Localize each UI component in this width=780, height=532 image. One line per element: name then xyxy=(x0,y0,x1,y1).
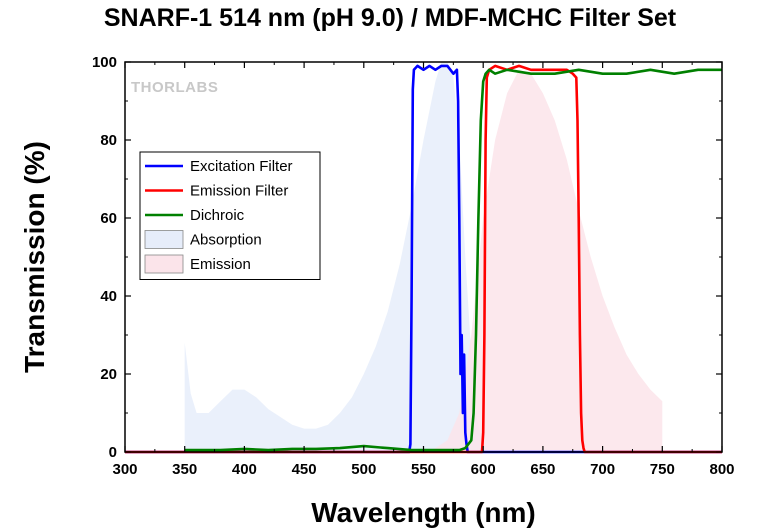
y-tick-label: 0 xyxy=(109,444,117,461)
y-tick-label: 80 xyxy=(100,132,117,149)
excitation-filter-line xyxy=(125,64,722,454)
legend: Excitation Filter Emission Filter Dichroic… xyxy=(139,151,321,280)
emission-filter-line xyxy=(125,64,722,454)
legend-label-dichroic: Dichroic xyxy=(190,207,245,224)
x-tick-label: 650 xyxy=(530,461,555,478)
legend-label-excitation-filter: Excitation Filter xyxy=(190,158,293,175)
y-axis-title: Transmission (%) xyxy=(19,141,50,373)
ticks: 300 350 400 450 500 550 600 650 700 750 800 0 20 40 60… xyxy=(92,54,735,478)
x-tick-label: 550 xyxy=(411,461,436,478)
x-tick-label: 750 xyxy=(650,461,675,478)
x-axis-title: Wavelength (nm) xyxy=(311,497,536,528)
y-tick-label: 40 xyxy=(100,288,117,305)
x-tick-label: 800 xyxy=(709,461,734,478)
watermark-text: THORLABS xyxy=(131,79,218,96)
y-tick-label: 100 xyxy=(92,54,117,71)
x-tick-label: 450 xyxy=(292,461,317,478)
absorption-area xyxy=(184,62,490,452)
x-tick-label: 300 xyxy=(112,461,137,478)
x-tick-label: 700 xyxy=(590,461,615,478)
chart-title: SNARF-1 514 nm (pH 9.0) / MDF-MCHC Filte… xyxy=(103,4,677,32)
x-tick-label: 500 xyxy=(351,461,376,478)
legend-label-emission: Emission xyxy=(190,256,251,273)
y-tick-label: 60 xyxy=(100,210,117,227)
legend-label-emission-filter: Emission Filter xyxy=(190,183,288,200)
x-tick-label: 350 xyxy=(172,461,197,478)
legend-swatch-absorption xyxy=(144,230,184,249)
x-tick-label: 400 xyxy=(232,461,257,478)
x-tick-label: 600 xyxy=(471,461,496,478)
watermark: THORLABS xyxy=(131,79,218,96)
legend-swatch-emission xyxy=(144,254,184,274)
y-tick-label: 20 xyxy=(100,366,117,383)
legend-label-absorption: Absorption xyxy=(190,232,262,249)
